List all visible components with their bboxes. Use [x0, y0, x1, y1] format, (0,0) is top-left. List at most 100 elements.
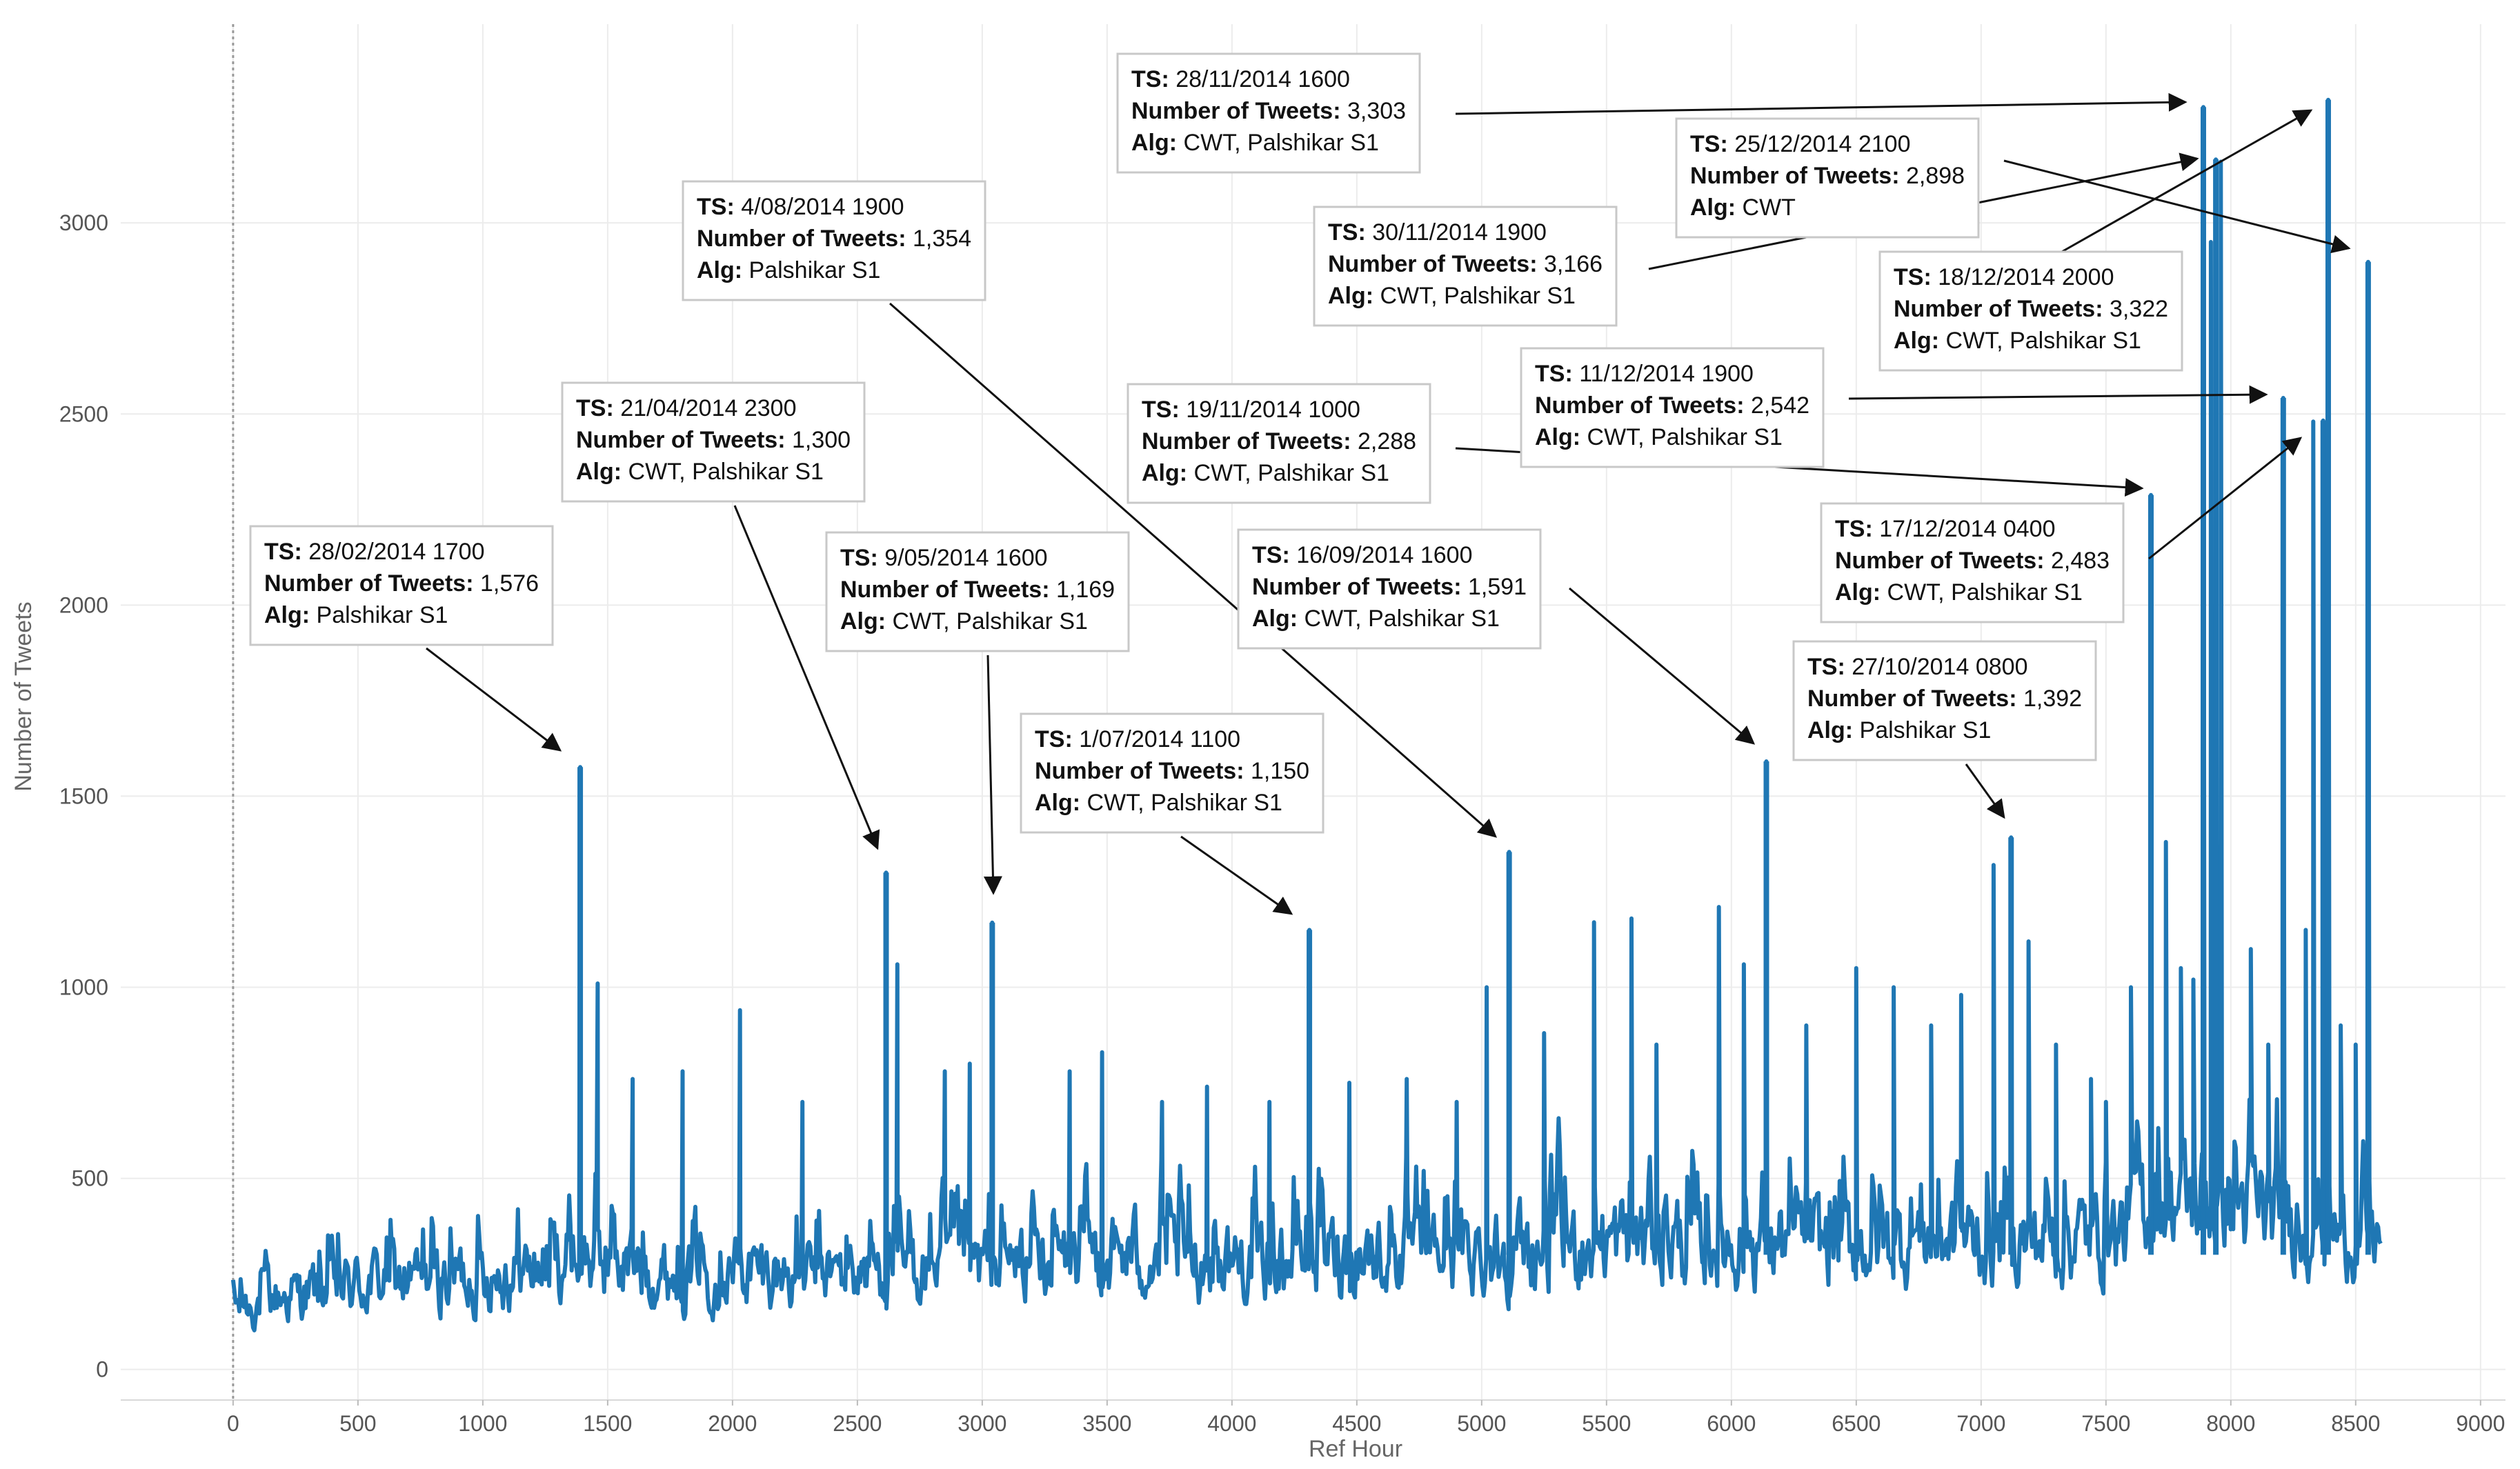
- annotation-text: TS: 9/05/2014 1600: [840, 545, 1048, 571]
- annotation-text: TS: 28/11/2014 1600: [1131, 66, 1350, 92]
- annotation-callout: TS: 16/09/2014 1600 Number of Tweets: 1,5…: [1237, 528, 1542, 650]
- annotation-text: Alg: CWT, Palshikar S1: [1835, 579, 2083, 606]
- annotation-text: Number of Tweets: 2,898: [1690, 163, 1965, 189]
- annotation-value: CWT, Palshikar S1: [1373, 283, 1576, 309]
- y-tick-label: 0: [96, 1357, 108, 1382]
- annotation-value: 19/11/2014 1000: [1180, 397, 1360, 423]
- annotation-callout: TS: 28/02/2014 1700 Number of Tweets: 1,5…: [249, 525, 554, 646]
- annotation-layer: TS: 28/02/2014 1700 Number of Tweets: 1,5…: [249, 52, 2351, 915]
- annotation-text: Alg: CWT, Palshikar S1: [576, 459, 824, 485]
- annotation-key: Alg:: [1690, 194, 1736, 221]
- annotation-text: TS: 21/04/2014 2300: [576, 395, 796, 421]
- annotation-value: 4/08/2014 1900: [735, 194, 904, 220]
- annotation-text: Number of Tweets: 1,150: [1035, 758, 1309, 784]
- annotation-callout: TS: 25/12/2014 2100 Number of Tweets: 2,8…: [1675, 117, 1980, 239]
- annotation-key: Alg:: [1131, 130, 1177, 156]
- annotation-value: CWT: [1736, 194, 1796, 221]
- annotation-value: 1,576: [474, 570, 539, 597]
- annotation-key: Number of Tweets:: [1894, 296, 2103, 322]
- annotation-text: Number of Tweets: 1,576: [264, 570, 539, 597]
- annotation-value: CWT, Palshikar S1: [1580, 424, 1783, 450]
- annotation-arrow: [1180, 835, 1293, 915]
- annotation-box: [1313, 206, 1618, 327]
- annotation-value: CWT, Palshikar S1: [1939, 328, 2141, 354]
- annotation-value: 1,354: [906, 226, 972, 252]
- annotation-value: 2,483: [2045, 548, 2110, 574]
- axis-ticks: 0 500 1000 1500 2000 2500 3000 3500 4000 4500 5000…: [59, 210, 2506, 1436]
- annotation-value: 11/12/2014 1900: [1573, 361, 1754, 387]
- annotation-text: TS: 18/12/2014 2000: [1894, 264, 2114, 290]
- annotation-callout: TS: 1/07/2014 1100 Number of Tweets: 1,15…: [1020, 712, 1325, 834]
- y-tick-label: 500: [72, 1166, 108, 1191]
- annotation-value: 1/07/2014 1100: [1073, 726, 1240, 752]
- annotation-box: [1792, 640, 2097, 761]
- annotation-box: [1116, 52, 1421, 174]
- annotation-text: TS: 17/12/2014 0400: [1835, 516, 2055, 542]
- annotation-text: Number of Tweets: 2,288: [1142, 428, 1416, 454]
- annotation-callout: TS: 11/12/2014 1900 Number of Tweets: 2,5…: [1520, 347, 1825, 468]
- annotation-text: TS: 11/12/2014 1900: [1535, 361, 1754, 387]
- annotation-key: Alg:: [697, 257, 742, 283]
- annotation-key: Number of Tweets:: [1131, 98, 1341, 124]
- annotation-key: Alg:: [1035, 790, 1080, 816]
- annotation-box: [1520, 347, 1825, 468]
- annotation-text: Alg: CWT, Palshikar S1: [840, 608, 1088, 634]
- annotation-arrow: [889, 302, 1498, 838]
- annotation-text: Alg: CWT, Palshikar S1: [1535, 424, 1783, 450]
- annotation-key: TS:: [697, 194, 735, 220]
- annotation-key: Alg:: [1894, 328, 1939, 354]
- x-tick-label: 7500: [2081, 1411, 2130, 1436]
- x-tick-label: 3500: [1082, 1411, 1131, 1436]
- annotation-key: Number of Tweets:: [1035, 758, 1244, 784]
- annotation-callout: TS: 21/04/2014 2300 Number of Tweets: 1,3…: [561, 381, 866, 503]
- x-tick-label: 8500: [2331, 1411, 2380, 1436]
- annotation-key: Alg:: [1142, 460, 1187, 486]
- x-tick-label: 6500: [1832, 1411, 1881, 1436]
- annotation-key: Alg:: [1807, 717, 1853, 743]
- annotation-text: Alg: CWT, Palshikar S1: [1894, 328, 2141, 354]
- annotation-value: 1,300: [786, 427, 851, 453]
- annotation-box: [249, 525, 554, 646]
- annotation-value: 1,150: [1244, 758, 1310, 784]
- annotation-box: [1878, 250, 2183, 372]
- y-tick-label: 1500: [59, 783, 108, 808]
- annotation-key: Number of Tweets:: [1328, 251, 1538, 277]
- annotation-key: TS:: [1807, 654, 1845, 680]
- annotation-value: 27/10/2014 0800: [1845, 654, 2028, 680]
- annotation-text: Number of Tweets: 2,542: [1535, 392, 1809, 419]
- annotation-callout: TS: 17/12/2014 0400 Number of Tweets: 2,4…: [1820, 502, 2125, 623]
- annotation-key: TS:: [1535, 361, 1573, 387]
- annotation-value: CWT, Palshikar S1: [1881, 579, 2083, 606]
- x-tick-label: 4000: [1207, 1411, 1256, 1436]
- x-axis-title: Ref Hour: [1309, 1436, 1402, 1462]
- annotation-text: Number of Tweets: 1,300: [576, 427, 851, 453]
- y-axis-title: Number of Tweets: [10, 601, 37, 791]
- annotation-box: [1127, 383, 1431, 504]
- annotation-key: Alg:: [1835, 579, 1881, 606]
- annotation-text: Alg: CWT, Palshikar S1: [1035, 790, 1282, 816]
- annotation-value: 17/12/2014 0400: [1873, 516, 2056, 542]
- annotation-value: 9/05/2014 1600: [878, 545, 1048, 571]
- annotation-text: TS: 1/07/2014 1100: [1035, 726, 1240, 752]
- annotation-callout: TS: 19/11/2014 1000 Number of Tweets: 2,2…: [1127, 383, 1431, 504]
- annotation-key: Alg:: [1328, 283, 1373, 309]
- annotation-value: 18/12/2014 2000: [1932, 264, 2114, 290]
- annotation-key: TS:: [264, 539, 302, 565]
- annotation-text: Alg: CWT: [1690, 194, 1796, 221]
- annotation-box: [682, 180, 986, 301]
- annotation-key: Number of Tweets:: [1535, 392, 1745, 419]
- annotation-text: TS: 30/11/2014 1900: [1328, 219, 1547, 246]
- annotation-value: 2,288: [1351, 428, 1417, 454]
- annotation-box: [1675, 117, 1980, 239]
- annotation-text: Number of Tweets: 2,483: [1835, 548, 2110, 574]
- annotation-value: 16/09/2014 1600: [1290, 542, 1473, 568]
- annotation-arrow: [2055, 109, 2313, 257]
- annotation-text: TS: 25/12/2014 2100: [1690, 131, 1910, 157]
- annotation-text: Number of Tweets: 3,303: [1131, 98, 1406, 124]
- annotation-arrow: [1455, 92, 2187, 115]
- annotation-text: Alg: CWT, Palshikar S1: [1131, 130, 1379, 156]
- annotation-key: Number of Tweets:: [1142, 428, 1351, 454]
- annotation-callout: TS: 4/08/2014 1900 Number of Tweets: 1,35…: [682, 180, 986, 301]
- annotation-value: 28/11/2014 1600: [1169, 66, 1350, 92]
